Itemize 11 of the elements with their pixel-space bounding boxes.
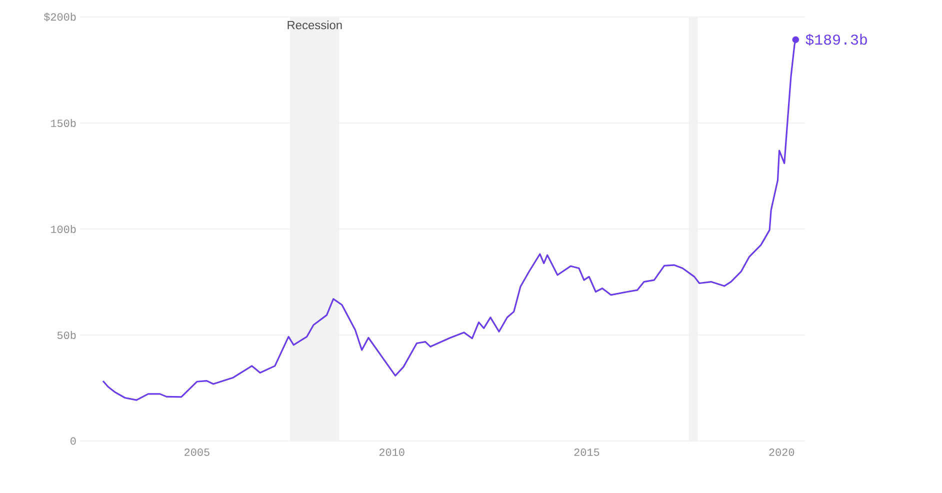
x-tick-label: 2010 <box>379 448 404 456</box>
y-tick-label: 150b <box>50 118 76 128</box>
y-tick-label: 50b <box>57 330 76 340</box>
x-tick-label: 2020 <box>769 448 794 456</box>
band-label: Recession <box>288 20 342 30</box>
y-tick-label: 100b <box>50 224 76 234</box>
x-tick-label: 2005 <box>184 448 210 456</box>
x-tick-label: 2015 <box>574 448 600 456</box>
y-tick-label: 0 <box>70 437 76 445</box>
y-tick-label: $200b <box>44 12 76 22</box>
annotation: $189.3b <box>806 34 867 46</box>
